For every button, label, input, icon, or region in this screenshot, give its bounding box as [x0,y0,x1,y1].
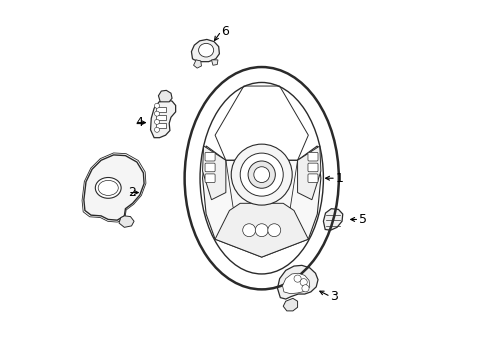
Circle shape [154,120,159,125]
FancyBboxPatch shape [307,163,317,172]
Polygon shape [158,90,172,102]
Polygon shape [202,146,225,200]
Polygon shape [282,273,309,294]
Polygon shape [215,203,308,257]
Circle shape [154,127,159,132]
Circle shape [154,103,159,108]
Polygon shape [323,209,342,230]
Text: 1: 1 [335,172,343,185]
Circle shape [300,279,306,286]
FancyBboxPatch shape [204,163,215,172]
FancyBboxPatch shape [307,152,317,161]
FancyBboxPatch shape [307,174,317,183]
FancyBboxPatch shape [155,115,166,120]
Polygon shape [193,60,201,68]
Polygon shape [119,216,134,227]
Text: 5: 5 [359,213,366,226]
Text: 6: 6 [221,25,228,38]
Circle shape [154,111,159,116]
Circle shape [255,224,267,237]
Circle shape [240,153,283,196]
Circle shape [267,224,280,237]
Circle shape [247,161,275,188]
Circle shape [301,285,308,292]
Text: 2: 2 [128,186,136,199]
FancyBboxPatch shape [204,152,215,161]
Polygon shape [297,146,320,200]
Text: 3: 3 [330,290,338,303]
Circle shape [242,224,255,237]
Circle shape [253,167,269,183]
Polygon shape [283,298,297,311]
Polygon shape [211,60,218,65]
Polygon shape [150,100,175,138]
Polygon shape [277,265,317,299]
Polygon shape [202,146,320,257]
Ellipse shape [198,43,213,57]
Ellipse shape [184,67,338,289]
Text: 4: 4 [135,116,142,129]
FancyBboxPatch shape [155,123,166,128]
Polygon shape [83,155,144,220]
Ellipse shape [95,177,121,198]
FancyBboxPatch shape [204,174,215,183]
Polygon shape [191,40,219,62]
Circle shape [231,144,292,205]
Circle shape [293,275,301,282]
FancyBboxPatch shape [155,107,166,112]
